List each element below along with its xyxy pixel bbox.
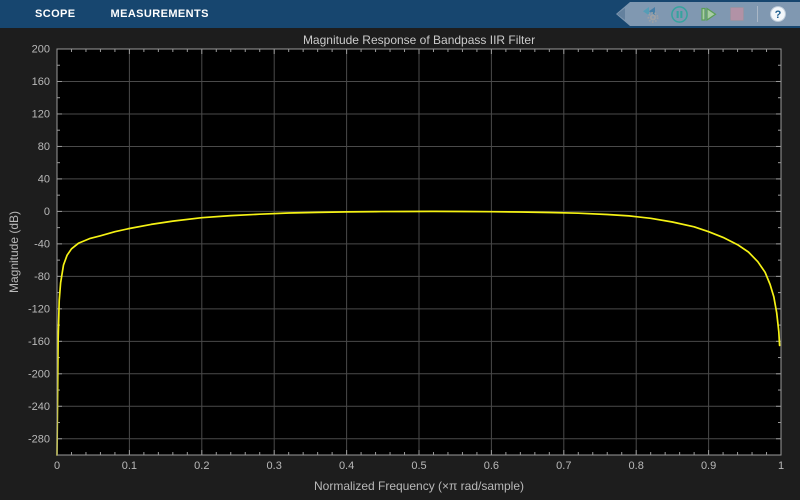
svg-text:120: 120 <box>32 108 50 120</box>
pause-icon <box>670 5 689 24</box>
help-button[interactable]: ? <box>766 3 790 25</box>
step-back-button[interactable] <box>638 3 662 25</box>
svg-text:-80: -80 <box>34 271 50 283</box>
step-forward-button[interactable] <box>696 3 720 25</box>
step-back-gear-icon <box>640 6 660 23</box>
pause-button[interactable] <box>667 3 691 25</box>
svg-text:-40: -40 <box>34 238 50 250</box>
tab-scope[interactable]: SCOPE <box>35 8 76 20</box>
svg-text:0: 0 <box>54 460 60 472</box>
toolstrip: SCOPE MEASUREMENTS <box>0 0 800 28</box>
svg-text:0.3: 0.3 <box>267 460 282 472</box>
magnitude-response-plot: 0 0.1 0.2 0.3 0.4 0.5 0.6 0.7 0.8 0.9 1 200 160 120 80… <box>28 44 784 473</box>
svg-text:200: 200 <box>32 44 50 56</box>
svg-text:0.1: 0.1 <box>122 460 137 472</box>
svg-text:80: 80 <box>38 141 50 153</box>
chart-title: Magnitude Response of Bandpass IIR Filte… <box>302 33 536 47</box>
svg-text:0.8: 0.8 <box>629 460 644 472</box>
svg-text:0.9: 0.9 <box>701 460 716 472</box>
svg-text:-120: -120 <box>28 303 50 315</box>
collapse-chevron-icon[interactable] <box>617 8 625 20</box>
svg-text:0.4: 0.4 <box>339 460 354 472</box>
stop-icon <box>729 6 745 22</box>
svg-text:40: 40 <box>38 173 50 185</box>
svg-text:-160: -160 <box>28 336 50 348</box>
step-forward-icon <box>700 6 717 23</box>
tab-measurements[interactable]: MEASUREMENTS <box>110 8 209 20</box>
svg-text:160: 160 <box>32 76 50 88</box>
svg-text:0.6: 0.6 <box>484 460 499 472</box>
help-icon: ? <box>769 5 787 23</box>
x-axis-label: Normalized Frequency (×π rad/sample) <box>313 479 525 493</box>
svg-text:0.2: 0.2 <box>194 460 209 472</box>
svg-text:0: 0 <box>44 206 50 218</box>
stop-button[interactable] <box>725 3 749 25</box>
figure-area: 0 0.1 0.2 0.3 0.4 0.5 0.6 0.7 0.8 0.9 1 200 160 120 80… <box>0 28 800 500</box>
svg-text:-240: -240 <box>28 401 50 413</box>
y-axis-label: Magnitude (dB) <box>7 210 21 294</box>
svg-text:0.5: 0.5 <box>411 460 426 472</box>
svg-text:?: ? <box>775 9 782 21</box>
toolbar-divider <box>757 6 758 22</box>
svg-text:-280: -280 <box>28 433 50 445</box>
svg-text:0.7: 0.7 <box>556 460 571 472</box>
svg-text:1: 1 <box>778 460 784 472</box>
svg-text:-200: -200 <box>28 368 50 380</box>
playback-controls: ? <box>616 2 800 26</box>
